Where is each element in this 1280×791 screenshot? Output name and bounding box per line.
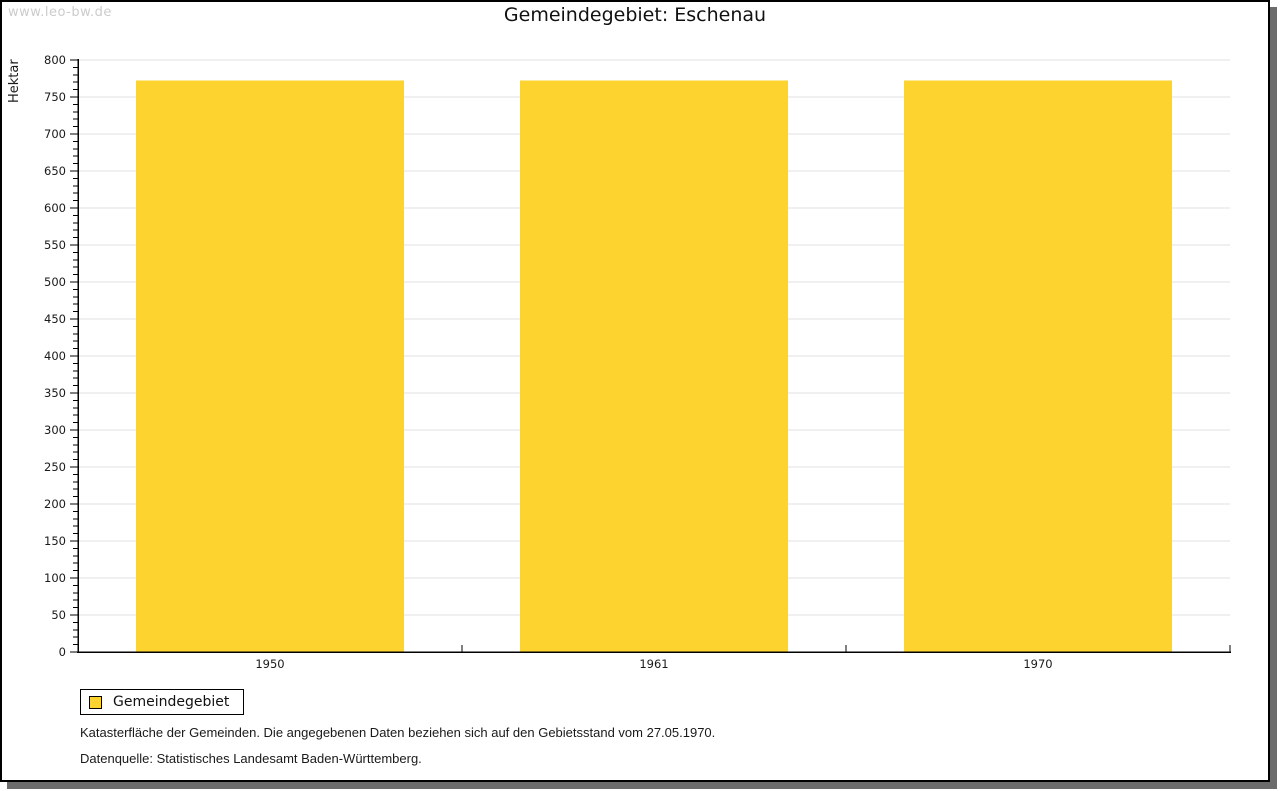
x-category-label: 1970 [1023,657,1052,671]
bar-1950 [136,80,404,653]
legend: Gemeindegebiet [80,689,245,715]
footnote-source-line: Katasterfläche der Gemeinden. Die angege… [80,725,716,740]
y-tick-label: 750 [44,90,66,104]
y-tick-label: 600 [44,201,66,215]
y-tick-label: 350 [44,386,66,400]
legend-swatch-icon [89,695,102,709]
y-tick-label: 100 [44,571,66,585]
x-category-label: 1961 [639,657,668,671]
y-tick-label: 700 [44,127,66,141]
bar-1970 [904,80,1172,653]
x-category-label: 1950 [255,657,284,671]
y-tick-label: 800 [44,53,66,67]
chart-plot-area: 0 50 100 150 200 250 300 350 400 450 500 550 600 650 7… [44,53,1231,671]
footnote-dataquelle-line: Datenquelle: Statistisches Landesamt Bad… [80,751,422,766]
y-tick-label: 400 [44,349,66,363]
y-tick-label: 50 [51,608,66,622]
y-tick-label: 250 [44,460,66,474]
y-tick-label: 0 [59,645,66,659]
y-tick-label: 200 [44,497,66,511]
y-tick-label: 500 [44,275,66,289]
bar-1961 [520,80,788,653]
page-title: Gemeindegebiet: Eschenau [503,4,767,26]
y-tick-label: 450 [44,312,66,326]
y-tick-label: 300 [44,423,66,437]
y-tick-label: 650 [44,164,66,178]
bar-chart: 0 50 100 150 200 250 300 350 400 450 500 550 600 650 7… [7,53,1231,671]
y-tick-label: 150 [44,534,66,548]
y-axis-title: Hektar [7,59,22,103]
legend-label: Gemeindegebiet [113,694,230,710]
y-tick-label: 550 [44,238,66,252]
watermark: www.leo-bw.de [8,5,112,20]
